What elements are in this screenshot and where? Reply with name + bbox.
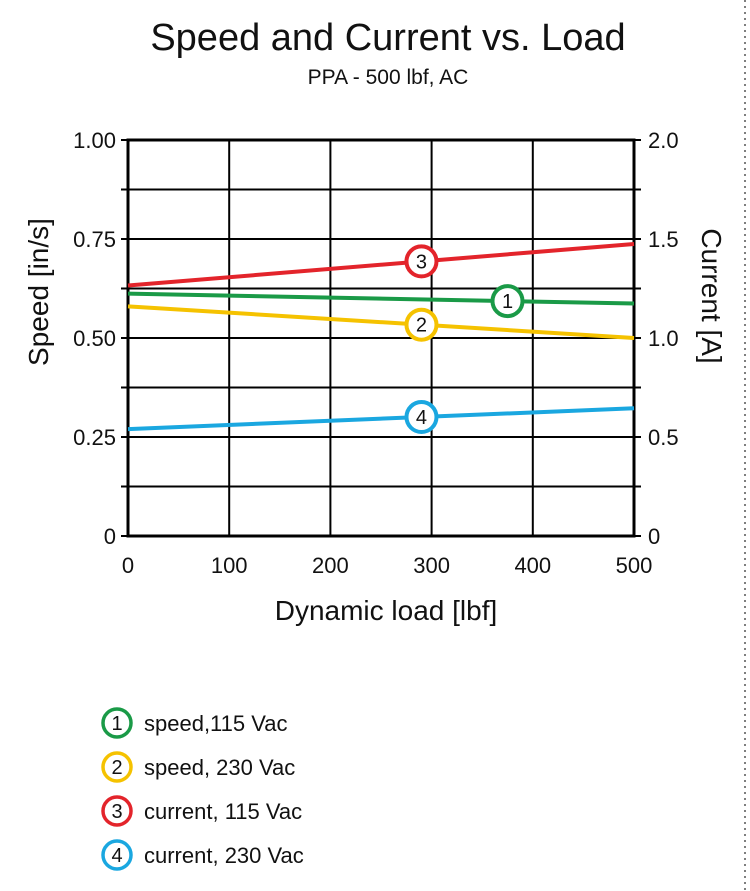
x-tick-label: 200 [312, 553, 349, 578]
legend-item-1: 1 speed,115 Vac [101, 707, 288, 739]
legend-label: current, 115 Vac [144, 799, 302, 824]
series-line-4 [127, 406, 635, 432]
x-axis-label: Dynamic load [lbf] [275, 595, 498, 626]
chart-title: Speed and Current vs. Load [150, 17, 625, 59]
marker-circle [404, 400, 439, 435]
series-marker-3: 3 [404, 244, 439, 279]
legend-item-2: 2 speed, 230 Vac [101, 751, 295, 783]
legend-marker-circle [101, 707, 133, 739]
series-line-2 [127, 304, 635, 340]
legend-marker-number: 2 [111, 757, 122, 779]
legend-marker-circle [101, 839, 133, 871]
marker-number: 4 [416, 407, 427, 429]
series-line-1 [127, 291, 635, 306]
legend-label: speed, 230 Vac [144, 755, 295, 780]
marker-number: 3 [416, 251, 427, 273]
legend-marker-circle [101, 751, 133, 783]
legend-marker-number: 3 [111, 801, 122, 823]
legend: 1 speed,115 Vac 2 speed, 230 Vac 3 current, 1… [101, 707, 304, 871]
x-tick-label: 400 [514, 553, 551, 578]
y-tick-label-left: 0 [104, 524, 116, 549]
y-tick-label-right: 0.5 [648, 425, 679, 450]
x-tick-label: 0 [122, 553, 134, 578]
tick-labels: 0 100 200 300 400 500 0 0.25 0.50 0.75 1.00 0 0.5 1.0… [73, 128, 678, 578]
x-tick-label: 300 [413, 553, 450, 578]
series-marker-1: 1 [490, 284, 525, 319]
series-marker-4: 4 [404, 400, 439, 435]
legend-marker-number: 1 [111, 713, 122, 735]
chart-subtitle: PPA - 500 lbf, AC [308, 66, 469, 89]
y-tick-label-right: 1.0 [648, 326, 679, 351]
y-axis-label-left: Speed [in/s] [23, 218, 54, 366]
legend-label: speed,115 Vac [144, 711, 288, 736]
grid [121, 138, 641, 538]
marker-circle [490, 284, 525, 319]
series-lines [127, 241, 635, 432]
legend-label: current, 230 Vac [144, 843, 304, 868]
marker-circle [404, 244, 439, 279]
y-tick-label-right: 2.0 [648, 128, 679, 153]
series-line-3 [127, 241, 635, 288]
y-axis-label-right: Current [A] [696, 228, 727, 363]
y-tick-label-right: 0 [648, 524, 660, 549]
legend-marker-number: 4 [111, 845, 122, 867]
y-tick-label-left: 0.50 [73, 326, 116, 351]
x-tick-label: 500 [616, 553, 653, 578]
marker-number: 1 [502, 291, 513, 313]
x-tick-label: 100 [211, 553, 248, 578]
y-tick-label-left: 0.75 [73, 227, 116, 252]
y-tick-label-left: 1.00 [73, 128, 116, 153]
legend-item-4: 4 current, 230 Vac [101, 839, 304, 871]
series-markers: 1 2 3 4 [404, 244, 525, 435]
legend-item-3: 3 current, 115 Vac [101, 795, 302, 827]
y-tick-label-left: 0.25 [73, 425, 116, 450]
marker-circle [404, 307, 439, 342]
series-marker-2: 2 [404, 307, 439, 342]
y-tick-label-right: 1.5 [648, 227, 679, 252]
marker-number: 2 [416, 315, 427, 337]
legend-marker-circle [101, 795, 133, 827]
